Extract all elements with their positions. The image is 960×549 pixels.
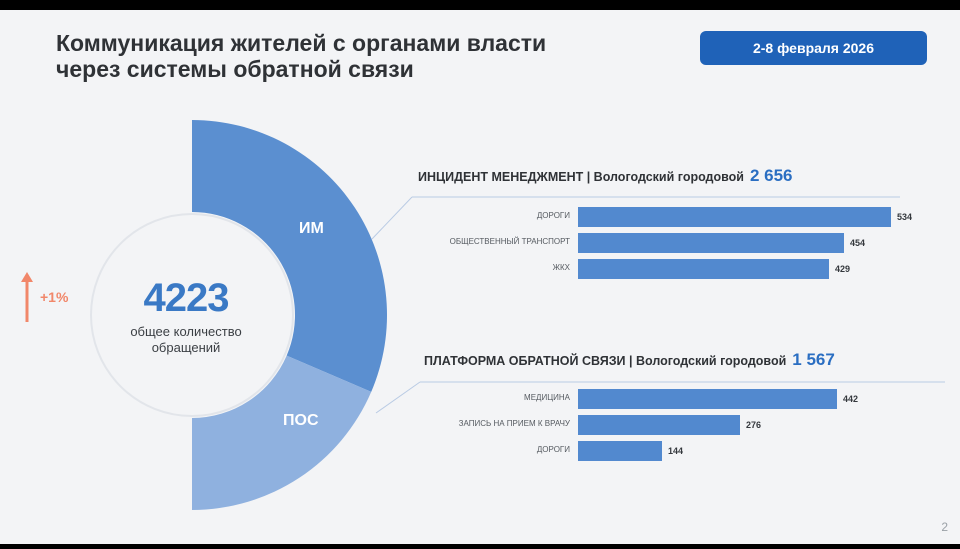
im-bar-row: ОБЩЕСТВЕННЫЙ ТРАНСПОРТ 454: [450, 233, 865, 253]
im-bar-category: ЖКХ: [552, 263, 570, 272]
im-bar-value: 454: [850, 238, 866, 248]
im-bar-value: 534: [897, 212, 913, 222]
im-bar-row: ЖКХ 429: [553, 259, 850, 279]
pos-section-total: 1 567: [792, 350, 835, 369]
donut-segment-pos: [192, 355, 372, 510]
pos-section-heading: ПЛАТФОРМА ОБРАТНОЙ СВЯЗИ | Вологодский г…: [424, 350, 835, 370]
segment-im-label: ИМ: [299, 220, 324, 237]
page-title: Коммуникация жителей с органами власти ч…: [56, 30, 546, 82]
donut-segment-im: [192, 120, 387, 392]
donut-chart: [90, 120, 387, 510]
pos-bar-row: ДОРОГИ 144: [537, 441, 683, 461]
growth-arrow-icon: [21, 272, 33, 322]
im-section-total: 2 656: [749, 166, 793, 185]
im-bar: [578, 233, 844, 253]
pos-bar: [578, 389, 837, 409]
date-badge: 2-8 февраля 2026: [700, 31, 927, 65]
pos-bar-value: 144: [668, 446, 684, 456]
im-bar-row: ДОРОГИ 534: [537, 207, 912, 227]
im-section-title: ИНЦИДЕНТ МЕНЕДЖМЕНТ | Вологодский городо…: [418, 170, 744, 184]
pos-bar-row: ЗАПИСЬ НА ПРИЕМ К ВРАЧУ 276: [459, 415, 761, 435]
connector-line-im: [371, 196, 413, 240]
pos-bar-value: 442: [843, 394, 859, 404]
caption-line-2: обращений: [151, 340, 221, 355]
total-count: 4223: [143, 276, 230, 320]
im-bar: [578, 207, 891, 227]
pos-bar-value: 276: [746, 420, 762, 430]
im-bar-value: 429: [835, 264, 851, 274]
pos-bar: [578, 415, 740, 435]
title-line-1: Коммуникация жителей с органами власти: [56, 30, 547, 56]
im-section-heading: ИНЦИДЕНТ МЕНЕДЖМЕНТ | Вологодский городо…: [418, 166, 793, 186]
pos-bar-category: МЕДИЦИНА: [524, 393, 570, 402]
slide: Коммуникация жителей с органами власти ч…: [0, 10, 960, 544]
page-number: 2: [941, 520, 948, 534]
donut-center-circle: [90, 213, 294, 417]
connector-line-pos: [375, 381, 421, 414]
caption-line-1: общее количество: [130, 324, 242, 339]
im-bar-category: ДОРОГИ: [536, 211, 570, 220]
pos-section-title: ПЛАТФОРМА ОБРАТНОЙ СВЯЗИ | Вологодский г…: [424, 354, 787, 368]
pos-bar: [578, 441, 662, 461]
segment-pos-label: ПОС: [283, 412, 319, 429]
growth-indicator: +1%: [40, 289, 69, 305]
pos-bar-category: ДОРОГИ: [536, 445, 570, 454]
pos-bar-row: МЕДИЦИНА 442: [524, 389, 858, 409]
title-line-2: через системы обратной связи: [56, 56, 414, 82]
total-caption: общее количество обращений: [96, 324, 276, 356]
connector-lines: [371, 196, 945, 414]
pos-bar-category: ЗАПИСЬ НА ПРИЕМ К ВРАЧУ: [458, 419, 570, 428]
im-bar: [578, 259, 829, 279]
im-bar-category: ОБЩЕСТВЕННЫЙ ТРАНСПОРТ: [449, 237, 570, 246]
